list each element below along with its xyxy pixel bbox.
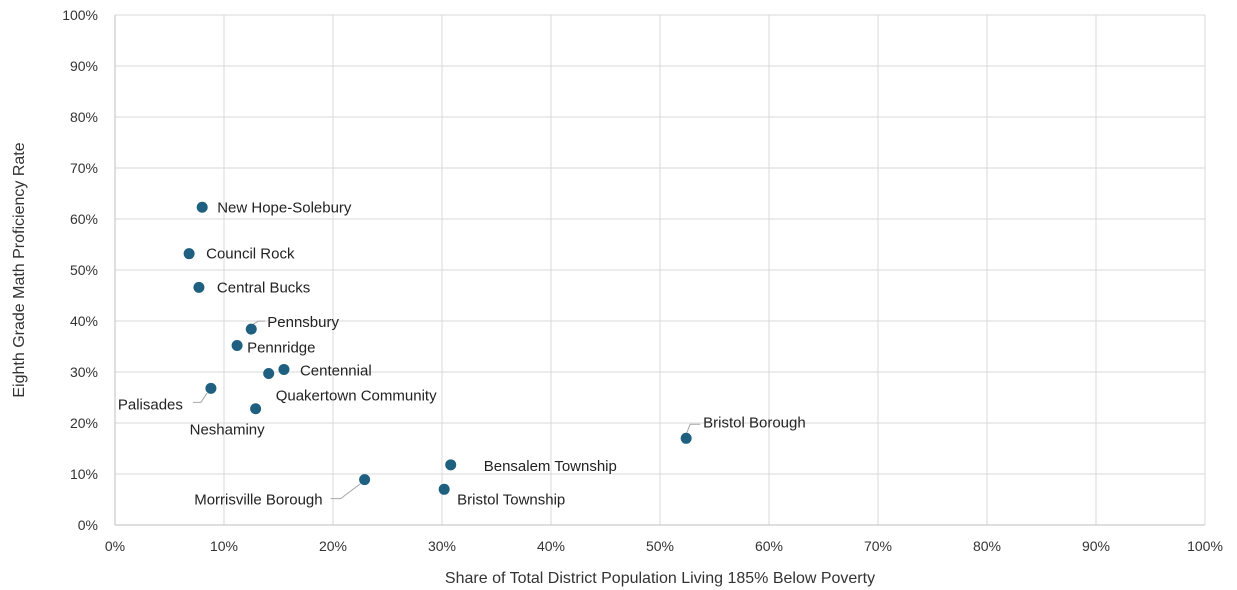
data-point bbox=[193, 281, 205, 293]
point-label: Quakertown Community bbox=[276, 388, 437, 405]
x-axis-ticks: 0% 10% 20% 30% 40% 50% 60% 70% 80% 90% 100% bbox=[105, 538, 1223, 554]
gridlines bbox=[114, 14, 1206, 526]
point-label: Pennsbury bbox=[267, 314, 339, 331]
point-label: Central Bucks bbox=[217, 279, 310, 296]
data-point bbox=[278, 363, 290, 375]
data-point bbox=[196, 201, 208, 213]
data-point bbox=[680, 432, 692, 444]
y-tick-label: 50% bbox=[70, 262, 98, 278]
point-label: Council Rock bbox=[206, 246, 295, 263]
point-label: Bensalem Township bbox=[484, 458, 617, 475]
label-leader-line bbox=[192, 393, 208, 403]
data-point bbox=[359, 474, 371, 486]
point-label: Palisades bbox=[118, 396, 183, 413]
label-leader-line bbox=[685, 423, 701, 435]
x-tick-label: 50% bbox=[646, 538, 674, 554]
data-point bbox=[183, 248, 195, 260]
point-label: Bristol Borough bbox=[703, 414, 806, 431]
x-tick-label: 70% bbox=[864, 538, 892, 554]
y-axis-ticks: 0% 10% 20% 30% 40% 50% 60% 70% 80% 90% 100% bbox=[62, 7, 98, 533]
data-point bbox=[245, 323, 257, 335]
y-tick-label: 90% bbox=[70, 58, 98, 74]
point-label: Centennial bbox=[300, 362, 372, 379]
y-axis-title: Eighth Grade Math Proficiency Rate bbox=[11, 142, 28, 397]
x-tick-label: 20% bbox=[319, 538, 347, 554]
y-tick-label: 30% bbox=[70, 364, 98, 380]
x-axis-title: Share of Total District Population Livin… bbox=[445, 570, 875, 587]
y-tick-label: 10% bbox=[70, 466, 98, 482]
x-tick-label: 90% bbox=[1082, 538, 1110, 554]
label-leader-lines bbox=[192, 320, 701, 500]
data-point bbox=[445, 459, 457, 471]
x-tick-label: 10% bbox=[210, 538, 238, 554]
point-label: Bristol Township bbox=[457, 491, 565, 508]
data-points bbox=[183, 201, 692, 495]
data-point bbox=[438, 483, 450, 495]
data-point bbox=[263, 368, 275, 380]
x-tick-label: 80% bbox=[973, 538, 1001, 554]
x-tick-label: 60% bbox=[755, 538, 783, 554]
y-tick-label: 20% bbox=[70, 415, 98, 431]
x-tick-label: 100% bbox=[1187, 538, 1223, 554]
y-tick-label: 80% bbox=[70, 109, 98, 125]
x-tick-label: 0% bbox=[105, 538, 125, 554]
label-leader-line bbox=[330, 483, 361, 500]
y-tick-label: 60% bbox=[70, 211, 98, 227]
point-label: Pennridge bbox=[247, 339, 315, 356]
data-point bbox=[205, 382, 217, 394]
data-point bbox=[250, 403, 262, 415]
y-tick-label: 100% bbox=[62, 7, 98, 23]
x-tick-label: 30% bbox=[428, 538, 456, 554]
point-label: New Hope-Solebury bbox=[217, 199, 352, 216]
axes bbox=[114, 15, 1205, 526]
x-tick-label: 40% bbox=[537, 538, 565, 554]
label-leader-line bbox=[252, 320, 266, 325]
y-tick-label: 0% bbox=[78, 517, 98, 533]
point-label: Morrisville Borough bbox=[194, 492, 322, 509]
point-label: Neshaminy bbox=[190, 422, 266, 439]
y-tick-label: 40% bbox=[70, 313, 98, 329]
point-labels: New Hope-Solebury Council Rock Central Buc… bbox=[118, 199, 806, 508]
data-point bbox=[231, 339, 243, 351]
y-tick-label: 70% bbox=[70, 160, 98, 176]
